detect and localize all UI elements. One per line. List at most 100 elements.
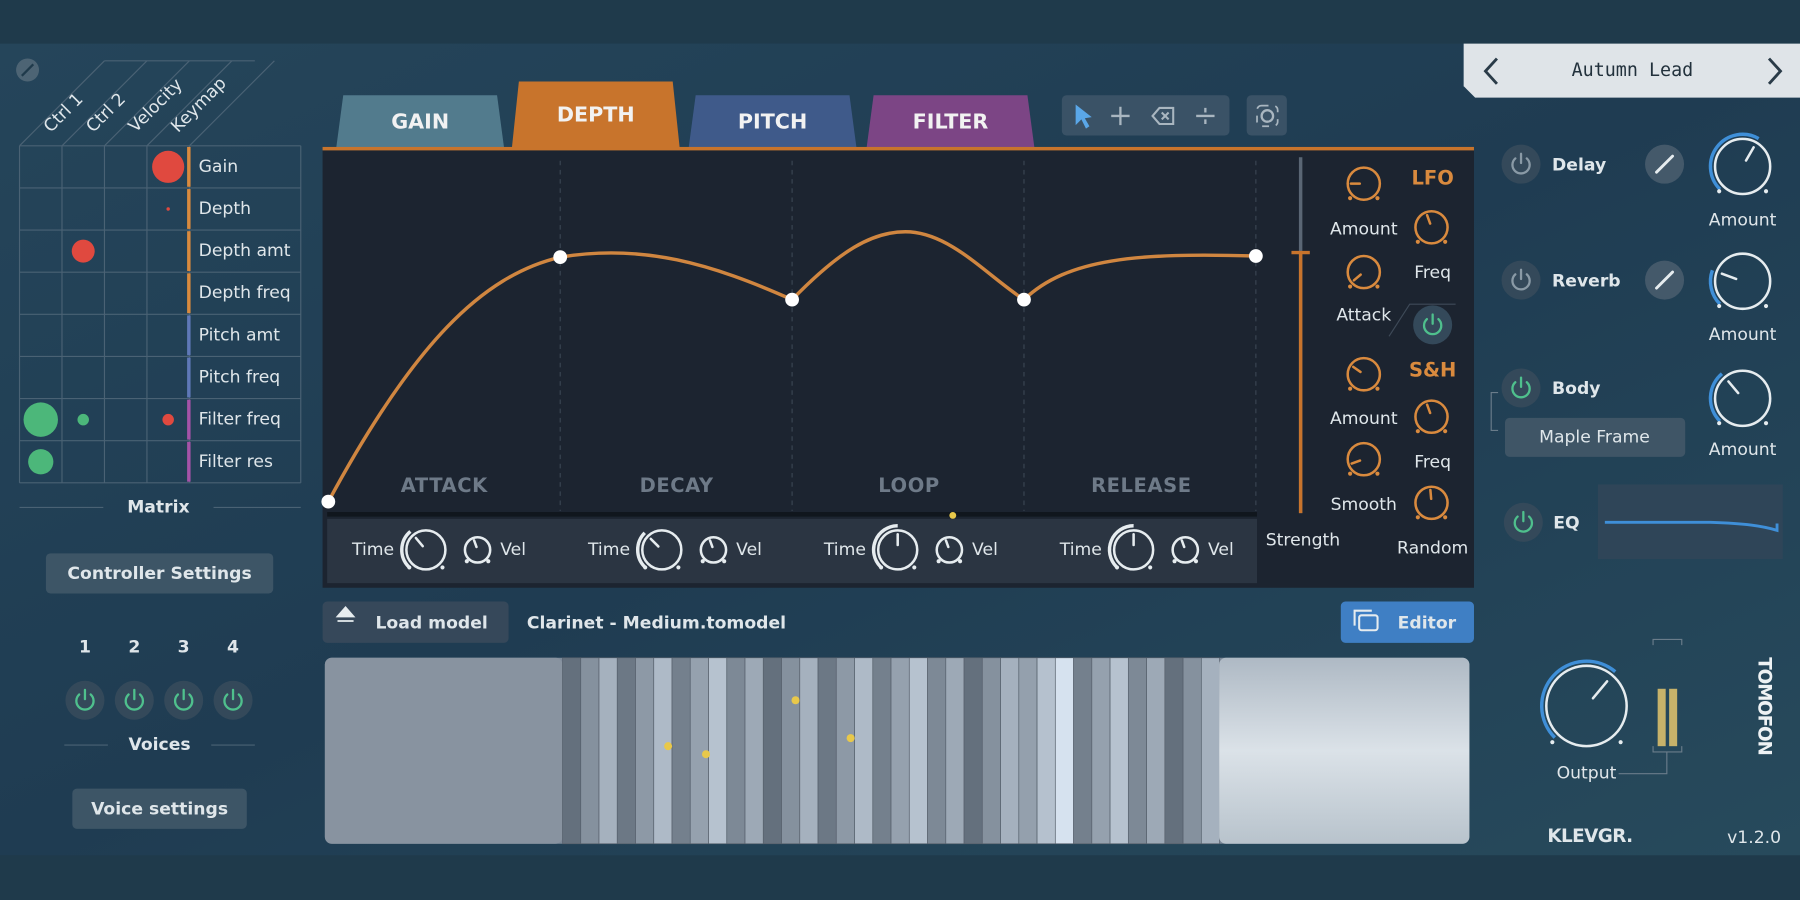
tool-capture[interactable] xyxy=(1260,109,1275,123)
knob[interactable] xyxy=(1414,209,1449,245)
envelope-point[interactable] xyxy=(321,494,336,509)
knob-dot xyxy=(440,565,445,570)
button-label: Controller Settings xyxy=(67,564,251,584)
envelope-point[interactable] xyxy=(1248,249,1263,263)
matrix-dot[interactable] xyxy=(28,449,54,475)
power-icon xyxy=(1511,381,1531,399)
preset-prev[interactable] xyxy=(1483,57,1499,85)
knob[interactable] xyxy=(463,535,492,564)
envelope-point[interactable] xyxy=(1017,292,1031,307)
knob[interactable] xyxy=(1346,254,1382,290)
controller-settings-button[interactable] xyxy=(45,553,274,594)
matrix-row-label: Depth xyxy=(199,199,251,219)
power-button[interactable] xyxy=(65,680,105,720)
voice-number: 4 xyxy=(227,637,239,657)
tool-cursor[interactable] xyxy=(1075,104,1092,129)
mod-label: Random xyxy=(1397,539,1468,559)
preset-next[interactable] xyxy=(1767,57,1783,85)
knob[interactable] xyxy=(1112,529,1155,571)
knob[interactable] xyxy=(876,529,919,571)
power-icon xyxy=(1511,273,1531,291)
power-button[interactable] xyxy=(1501,260,1541,300)
knob[interactable] xyxy=(1545,664,1628,748)
knob-arc xyxy=(1107,524,1134,569)
knob[interactable] xyxy=(935,535,964,564)
knob[interactable] xyxy=(1171,535,1200,564)
matrix-dot[interactable] xyxy=(77,413,89,426)
knob[interactable] xyxy=(1713,369,1772,428)
model-stripe xyxy=(580,657,600,845)
body-option-button[interactable] xyxy=(1504,417,1686,457)
tool-delete[interactable] xyxy=(1151,106,1175,126)
tab[interactable] xyxy=(336,95,504,147)
model-stripe xyxy=(1036,657,1056,845)
model-stripe xyxy=(1127,657,1147,845)
knob[interactable] xyxy=(1713,137,1772,196)
knob[interactable] xyxy=(1346,166,1382,202)
tab[interactable] xyxy=(688,95,857,147)
tab-underline xyxy=(322,146,1474,151)
button-label: Load model xyxy=(375,613,487,633)
voice-number: 1 xyxy=(79,637,91,657)
model-stripe xyxy=(635,657,655,845)
model-stripe xyxy=(1018,657,1038,845)
stage-controls xyxy=(327,518,1258,584)
knob[interactable] xyxy=(405,529,447,571)
meter-frame xyxy=(1618,638,1683,775)
load-model-button[interactable] xyxy=(322,601,509,643)
matrix-row-label: Depth amt xyxy=(199,241,291,261)
model-stripe xyxy=(653,657,673,845)
matrix-row-bar xyxy=(187,315,191,356)
tab[interactable] xyxy=(866,95,1035,147)
matrix-header-line xyxy=(19,60,105,147)
editor-button[interactable] xyxy=(1340,601,1474,643)
envelope-point[interactable] xyxy=(553,250,568,265)
matrix-dot[interactable] xyxy=(152,150,185,183)
model-stripe xyxy=(1000,657,1020,845)
mod-label: Smooth xyxy=(1331,495,1397,515)
knob-dot xyxy=(1763,303,1769,309)
matrix-dot[interactable] xyxy=(71,239,95,263)
level-meter xyxy=(1657,688,1666,747)
knob-dot xyxy=(1717,303,1722,309)
knob-pointer xyxy=(1720,272,1738,281)
matrix-dot[interactable] xyxy=(23,402,58,437)
knob[interactable] xyxy=(1346,441,1382,477)
time-label: Time xyxy=(587,540,630,560)
knob-pointer xyxy=(708,539,714,549)
tool-split[interactable] xyxy=(1196,107,1215,124)
knob-dot xyxy=(407,565,412,570)
vel-label: Vel xyxy=(736,540,762,560)
model-stripe xyxy=(1091,657,1111,845)
knob[interactable] xyxy=(641,529,683,571)
matrix-header-line xyxy=(146,60,233,147)
model-stripe xyxy=(908,657,928,845)
model-stripe xyxy=(890,657,910,845)
tab[interactable] xyxy=(511,81,680,147)
model-stripe xyxy=(744,657,764,845)
matrix-dot[interactable] xyxy=(166,207,170,211)
knob-arc xyxy=(400,530,412,569)
power-icon xyxy=(223,693,243,711)
matrix-dot[interactable] xyxy=(162,413,174,426)
model-stripe xyxy=(708,657,728,845)
model-stripe xyxy=(616,657,636,845)
knob-dot xyxy=(643,565,648,570)
envelope-point[interactable] xyxy=(785,292,799,307)
tool-add[interactable] xyxy=(1111,106,1130,126)
knob-dot xyxy=(1375,386,1380,391)
knob[interactable] xyxy=(1414,399,1449,435)
knob[interactable] xyxy=(1414,485,1449,521)
knob[interactable] xyxy=(1713,252,1772,311)
knob[interactable] xyxy=(699,535,728,564)
knob[interactable] xyxy=(1346,356,1382,392)
tool-capture-frame xyxy=(1256,104,1279,128)
knob-arc xyxy=(1540,659,1617,739)
knob-pointer xyxy=(1350,459,1362,465)
voice-settings-button[interactable] xyxy=(72,788,247,829)
knob-dot xyxy=(1717,421,1722,426)
knob-arc xyxy=(1708,372,1724,423)
model-stripe xyxy=(726,657,746,845)
power-button[interactable] xyxy=(114,680,154,720)
